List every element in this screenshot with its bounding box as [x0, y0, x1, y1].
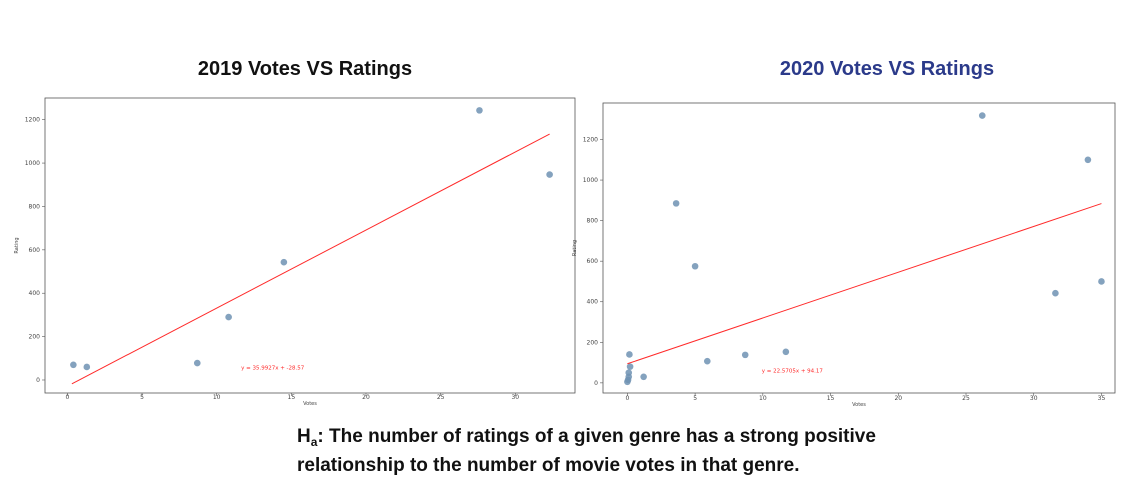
- y-tick-label: 600: [587, 258, 599, 265]
- hypothesis-text: Ha: The number of ratings of a given gen…: [297, 425, 876, 477]
- x-axis-label: Votes: [852, 402, 866, 408]
- y-axis-label: Rating: [572, 240, 578, 256]
- x-tick-label: 35: [1098, 395, 1106, 402]
- data-point: [625, 369, 633, 377]
- chart-title-2019: 2019 Votes VS Ratings: [197, 58, 413, 80]
- data-point: [691, 262, 699, 270]
- x-tick-label: 0: [65, 394, 69, 401]
- data-point: [640, 373, 647, 381]
- hypothesis-line-1: Ha: The number of ratings of a given gen…: [297, 425, 876, 454]
- y-tick-label: 800: [29, 203, 41, 210]
- y-tick-label: 400: [587, 299, 599, 306]
- x-tick-label: 0: [625, 395, 629, 402]
- data-point: [546, 171, 553, 178]
- x-tick-label: 25: [437, 394, 445, 401]
- y-tick-label: 400: [29, 290, 41, 297]
- chart-title-2020: 2020 Votes VS Ratings: [779, 58, 995, 80]
- data-point: [476, 107, 483, 114]
- data-point: [193, 359, 201, 367]
- x-tick-label: 10: [213, 394, 221, 401]
- plot-frame: [44, 97, 576, 394]
- hypothesis-line-2: relationship to the number of movie vote…: [297, 455, 800, 476]
- hypothesis-subscript: a: [310, 435, 318, 449]
- y-tick-label: 600: [29, 247, 41, 254]
- x-tick-label: 5: [140, 394, 144, 401]
- x-tick-label: 5: [693, 395, 697, 402]
- data-point: [626, 351, 633, 358]
- y-tick-label: 1200: [583, 137, 598, 144]
- data-point: [1084, 156, 1092, 164]
- trend-equation: y = 22.5705x + 94.17: [762, 369, 824, 375]
- x-tick-label: 20: [362, 394, 370, 401]
- y-tick-label: 0: [594, 380, 598, 387]
- y-tick-label: 1000: [583, 177, 598, 184]
- x-tick-label: 15: [288, 394, 296, 401]
- data-point: [672, 200, 680, 207]
- data-point: [225, 313, 232, 321]
- data-point: [83, 363, 91, 371]
- hypothesis-line1-text: : The number of ratings of a given genre…: [317, 426, 876, 447]
- data-point: [741, 351, 749, 359]
- x-tick-label: 10: [759, 395, 767, 402]
- y-tick-label: 1000: [25, 160, 40, 167]
- y-tick-label: 200: [29, 334, 41, 341]
- y-tick-label: 1200: [25, 117, 40, 124]
- x-tick-label: 30: [511, 394, 519, 401]
- y-tick-label: 200: [587, 339, 599, 346]
- x-axis-label: Votes: [303, 401, 317, 407]
- hypothesis-prefix: H: [297, 426, 311, 447]
- data-point: [782, 348, 790, 356]
- data-point: [70, 361, 77, 369]
- trend-line: [71, 133, 550, 385]
- data-point: [703, 357, 711, 365]
- data-point: [1052, 289, 1059, 297]
- x-tick-label: 20: [894, 395, 902, 402]
- data-point: [978, 112, 986, 119]
- y-axis-label: Rating: [14, 237, 20, 253]
- x-tick-label: 25: [962, 395, 970, 402]
- data-point: [1098, 278, 1105, 285]
- trend-equation: y = 35.9927x + -28.57: [241, 365, 305, 371]
- y-tick-label: 800: [587, 218, 599, 225]
- x-tick-label: 30: [1030, 395, 1038, 402]
- x-tick-label: 15: [827, 395, 835, 402]
- plot-frame: [602, 102, 1116, 394]
- y-tick-label: 0: [36, 377, 40, 384]
- data-point: [626, 363, 634, 370]
- trend-line: [627, 203, 1102, 365]
- data-point: [280, 258, 288, 266]
